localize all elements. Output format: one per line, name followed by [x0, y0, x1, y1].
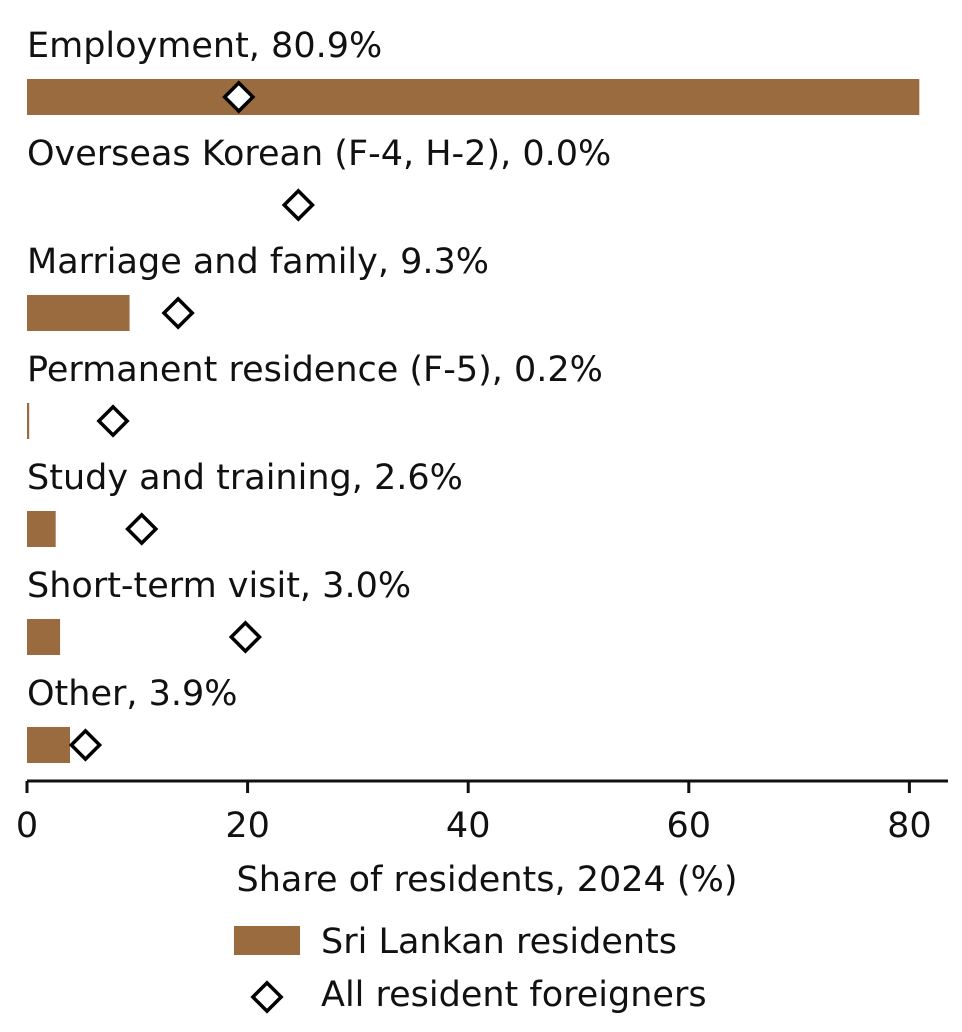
x-axis-ticks: 0 20 40 60 80	[16, 781, 932, 846]
markers	[68, 80, 315, 762]
marker-permanent-residence-f-5	[96, 404, 130, 438]
x-axis-title: Share of residents, 2024 (%)	[236, 860, 737, 900]
legend: Sri Lankan residents All resident foreig…	[234, 922, 707, 1015]
bar-marriage-and-family	[27, 295, 130, 331]
legend-bar-swatch	[234, 926, 300, 955]
bar-employment	[27, 79, 920, 115]
x-tick-label-20: 20	[225, 806, 270, 846]
marker-employment	[222, 80, 256, 114]
category-label-employment: Employment, 80.9%	[27, 26, 382, 66]
bars	[27, 79, 920, 763]
category-label-marriage-and-family: Marriage and family, 9.3%	[27, 242, 489, 282]
bar-study-and-training	[27, 511, 56, 547]
category-labels: Employment, 80.9% Overseas Korean (F-4, H…	[27, 26, 611, 714]
x-tick-label-0: 0	[16, 806, 38, 846]
legend-marker-label: All resident foreigners	[321, 975, 707, 1015]
category-label-overseas-korean-f-4-h-2: Overseas Korean (F-4, H-2), 0.0%	[27, 134, 611, 174]
bar-permanent-residence-f-5	[27, 403, 30, 439]
marker-short-term-visit	[228, 620, 263, 654]
marker-study-and-training	[125, 512, 159, 546]
category-label-permanent-residence-f-5: Permanent residence (F-5), 0.2%	[27, 350, 603, 390]
x-tick-label-60: 60	[667, 806, 712, 846]
category-label-short-term-visit: Short-term visit, 3.0%	[27, 566, 411, 606]
bar-other	[27, 727, 71, 763]
category-label-other: Other, 3.9%	[27, 674, 238, 714]
marker-overseas-korean-f-4-h-2	[281, 188, 315, 222]
legend-diamond-icon	[250, 980, 284, 1014]
category-label-study-and-training: Study and training, 2.6%	[27, 458, 463, 498]
x-tick-label-40: 40	[446, 806, 491, 846]
x-tick-label-80: 80	[887, 806, 932, 846]
bar-short-term-visit	[27, 619, 61, 655]
marker-other	[68, 728, 103, 762]
marker-marriage-and-family	[161, 296, 195, 330]
legend-bar-label: Sri Lankan residents	[321, 922, 677, 962]
